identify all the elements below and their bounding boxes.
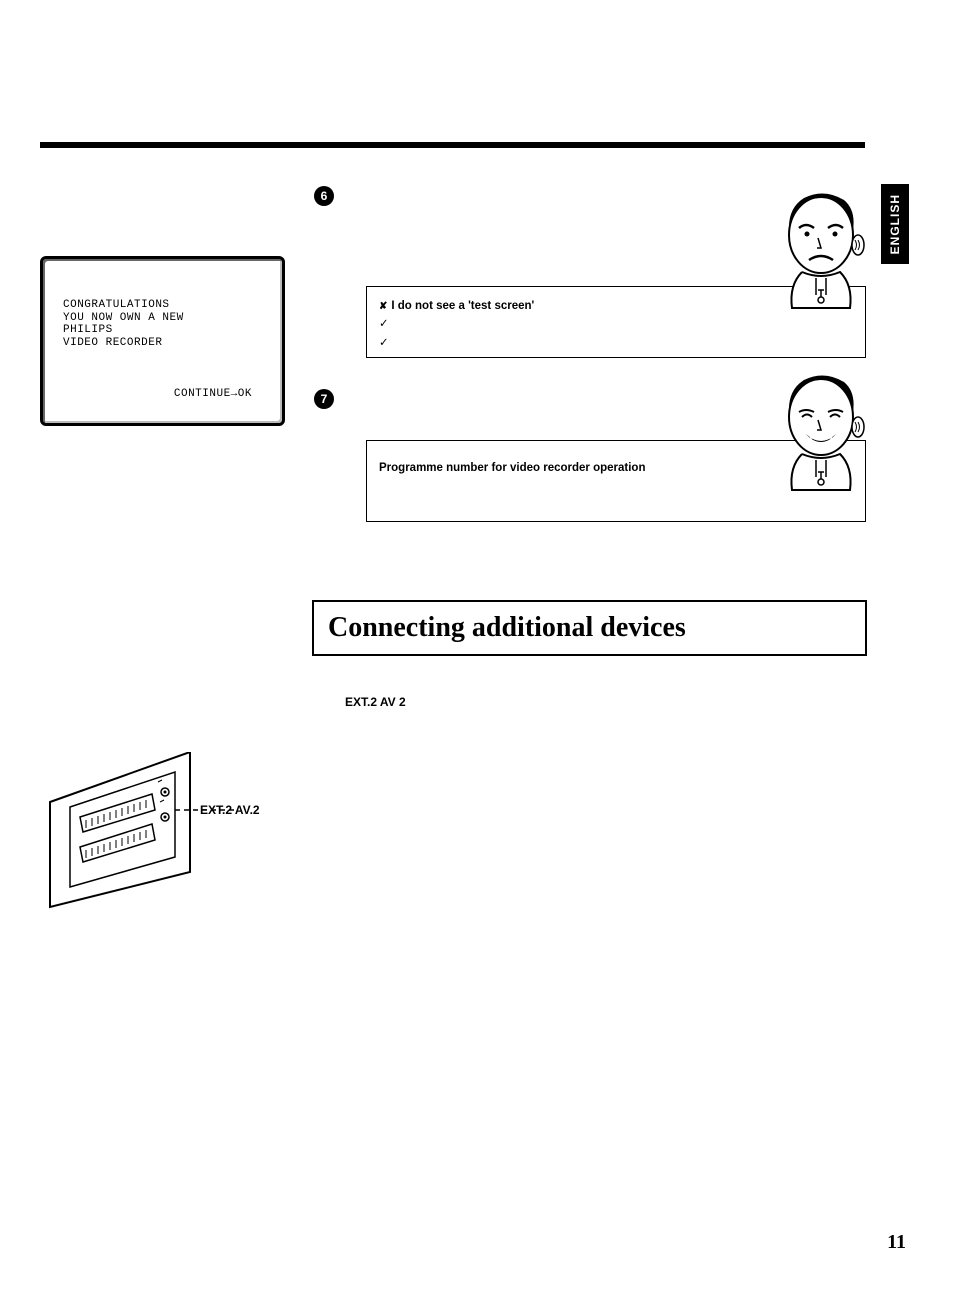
screen-line-1: CONGRATULATIONS (63, 299, 264, 312)
language-tab: ENGLISH (881, 184, 909, 264)
page-number: 11 (887, 1231, 906, 1254)
tv-screen-mock: CONGRATULATIONS YOU NOW OWN A NEW PHILIP… (40, 256, 285, 426)
face-frown-illustration (774, 190, 869, 310)
screen-line-4: VIDEO RECORDER (63, 337, 264, 350)
step-6-bullet: 6 (314, 186, 334, 206)
connector-panel-diagram (40, 752, 290, 912)
screen-line-3: PHILIPS (63, 324, 264, 337)
screen-continue-prompt: CONTINUE→OK (174, 388, 252, 401)
step-6-number: 6 (321, 189, 328, 203)
section-heading-text: Connecting additional devices (328, 612, 686, 643)
face-smile-illustration (774, 372, 869, 492)
troubleshoot-1-check-1 (379, 315, 853, 333)
section-heading-box: Connecting additional devices (312, 600, 867, 656)
connector-callout-label: EXT.2 AV.2 (200, 803, 260, 817)
socket-label: EXT.2 AV 2 (345, 695, 406, 709)
step-7-bullet: 7 (314, 389, 334, 409)
troubleshoot-1-check-2 (379, 334, 853, 352)
language-label: ENGLISH (888, 194, 902, 254)
top-divider-rule (40, 142, 865, 148)
step-7-number: 7 (321, 392, 328, 406)
screen-line-2: YOU NOW OWN A NEW (63, 312, 264, 325)
